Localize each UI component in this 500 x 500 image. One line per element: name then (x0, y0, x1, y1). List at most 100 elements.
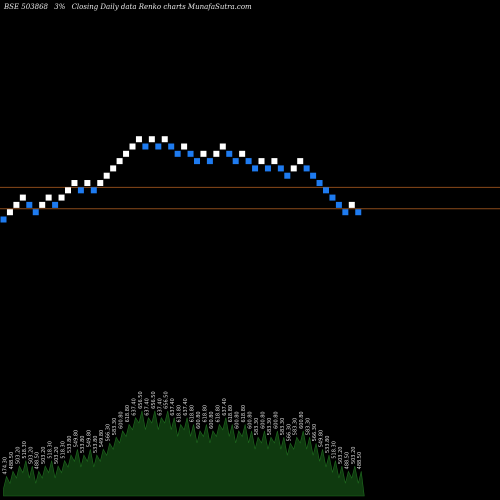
brick-label: 488.50 (357, 452, 363, 470)
up-brick (161, 136, 168, 143)
up-brick (200, 150, 207, 157)
down-brick (77, 187, 84, 194)
brick-label: 618.80 (241, 405, 247, 423)
brick-label: 488.50 (35, 452, 41, 470)
brick-label: 549.80 (99, 430, 105, 448)
up-brick (219, 143, 226, 150)
brick-label: 583.30 (293, 418, 299, 436)
brick-label: 518.30 (48, 441, 54, 459)
up-brick (181, 143, 188, 150)
down-brick (245, 158, 252, 165)
down-brick (168, 143, 175, 150)
down-brick (277, 165, 284, 172)
brick-label: 503.20 (41, 447, 47, 465)
brick-label: 600.80 (235, 411, 241, 429)
brick-label: 600.80 (119, 411, 125, 429)
brick-label: 618.80 (202, 405, 208, 423)
down-brick (142, 143, 149, 150)
up-brick (135, 136, 142, 143)
up-brick (239, 150, 246, 157)
up-brick (271, 158, 278, 165)
brick-label: 549.80 (319, 430, 325, 448)
brick-label: 583.30 (112, 418, 118, 436)
up-brick (116, 158, 123, 165)
header-symbol: BSE 503868 (3, 3, 49, 11)
down-brick (316, 180, 323, 187)
brick-label: 637.40 (157, 398, 163, 416)
brick-label: 583.30 (254, 418, 260, 436)
brick-label: 566.30 (106, 424, 112, 442)
volume-area (3, 410, 365, 497)
brick-label: 583.30 (306, 418, 312, 436)
brick-label: 637.40 (170, 398, 176, 416)
brick-label: 518.30 (61, 441, 67, 459)
brick-label: 533.80 (67, 436, 73, 454)
down-brick (232, 158, 239, 165)
down-brick (303, 165, 310, 172)
brick-label: 618.80 (177, 405, 183, 423)
down-brick (335, 201, 342, 208)
up-brick (19, 194, 26, 201)
down-brick (90, 187, 97, 194)
brick-label: 583.30 (267, 418, 273, 436)
brick-label: 549.80 (86, 430, 92, 448)
chart-header: BSE 503868 3% Closing Daily data Renko c… (3, 3, 252, 11)
up-brick (129, 143, 136, 150)
up-brick (71, 180, 78, 187)
down-brick (252, 165, 259, 172)
volume-silhouette (3, 410, 365, 497)
brick-label: 637.40 (144, 398, 150, 416)
brick-label: 549.80 (73, 430, 79, 448)
up-brick (148, 136, 155, 143)
up-brick (97, 180, 104, 187)
down-brick (310, 172, 317, 179)
brick-label: 566.30 (312, 424, 318, 442)
brick-label: 533.80 (80, 436, 86, 454)
brick-label: 600.80 (196, 411, 202, 429)
up-brick (84, 180, 91, 187)
header-box-pct: 3% (54, 3, 65, 11)
brick-label: 518.30 (22, 441, 28, 459)
brick-label: 503.20 (338, 447, 344, 465)
brick-label: 656.50 (151, 391, 157, 409)
up-brick (13, 201, 20, 208)
brick-label: 533.80 (93, 436, 99, 454)
up-brick (6, 209, 13, 216)
up-brick (65, 187, 71, 194)
up-brick (213, 150, 220, 157)
brick-label: 656.50 (164, 391, 170, 409)
renko-bricks (0, 136, 362, 223)
up-brick (58, 194, 65, 201)
brick-label: 618.80 (228, 405, 234, 423)
down-brick (32, 209, 39, 216)
brick-label: 488.50 (344, 452, 350, 470)
brick-label: 474.30 (3, 457, 9, 475)
brick-label: 618.80 (215, 405, 221, 423)
up-brick (258, 158, 265, 165)
up-brick (123, 150, 130, 157)
down-brick (194, 158, 200, 165)
brick-labels: 474.30 488.50 503.20 518.30 503.20 488.50 503.… (3, 391, 364, 474)
up-brick (348, 201, 355, 208)
brick-label: 503.20 (351, 447, 357, 465)
down-brick (206, 158, 213, 165)
brick-label: 637.40 (222, 398, 228, 416)
down-brick (52, 201, 59, 208)
brick-label: 600.80 (273, 411, 279, 429)
brick-label: 503.20 (15, 447, 21, 465)
down-brick (264, 165, 271, 172)
up-brick (290, 165, 297, 172)
down-brick (355, 209, 362, 216)
down-brick (155, 143, 162, 150)
down-brick (329, 194, 336, 201)
up-brick (110, 165, 117, 172)
brick-label: 600.80 (209, 411, 215, 429)
brick-label: 600.80 (261, 411, 267, 429)
header-description: Closing Daily data Renko charts MunafaSu… (72, 3, 252, 11)
brick-label: 600.80 (248, 411, 254, 429)
brick-label: 656.50 (138, 391, 144, 409)
brick-label: 503.20 (54, 447, 60, 465)
up-brick (39, 201, 46, 208)
